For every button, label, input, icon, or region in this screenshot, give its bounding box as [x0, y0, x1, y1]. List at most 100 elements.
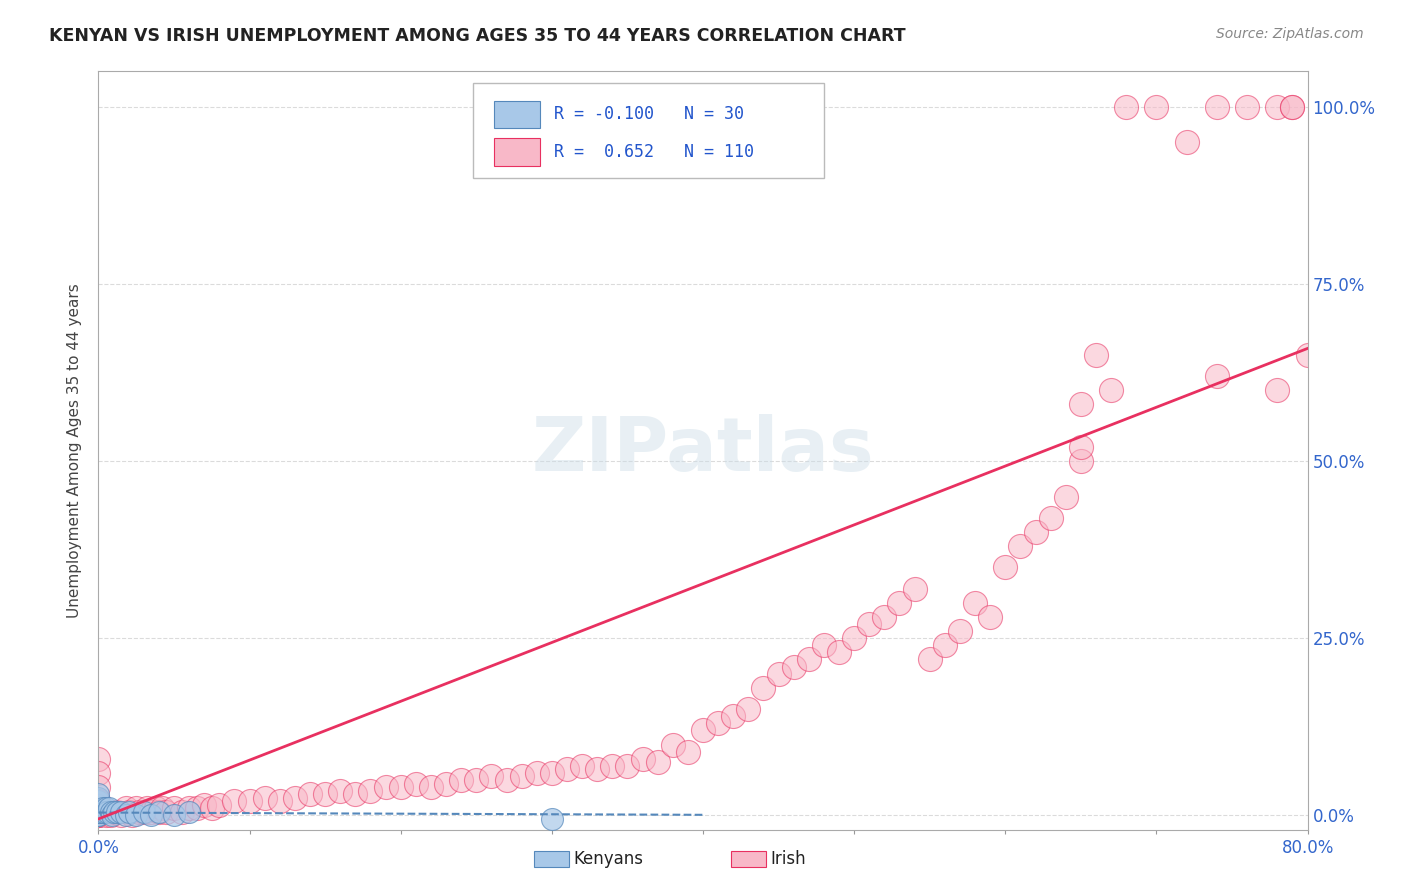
Point: [1039, 510, 1062, 524]
Point: [186, 801, 208, 815]
FancyBboxPatch shape: [494, 101, 540, 128]
Point: [87, 797, 110, 812]
Point: [148, 805, 170, 819]
Point: [299, 787, 322, 801]
Point: [110, 808, 132, 822]
Point: [100, 805, 122, 819]
Point: [965, 596, 987, 610]
Point: [105, 805, 128, 819]
Point: [91, 801, 114, 815]
Point: [540, 765, 562, 780]
Point: [121, 808, 143, 822]
Point: [949, 624, 972, 639]
Text: R =  0.652   N = 110: R = 0.652 N = 110: [554, 143, 754, 161]
Point: [87, 805, 110, 819]
Point: [87, 805, 110, 819]
FancyBboxPatch shape: [494, 138, 540, 166]
Point: [1070, 454, 1092, 468]
Point: [87, 801, 110, 815]
Point: [495, 772, 517, 787]
Point: [1024, 524, 1046, 539]
Point: [100, 808, 122, 822]
Point: [87, 752, 110, 766]
Point: [103, 805, 125, 819]
Point: [1236, 100, 1258, 114]
Point: [661, 738, 683, 752]
Text: KENYAN VS IRISH UNEMPLOYMENT AMONG AGES 35 TO 44 YEARS CORRELATION CHART: KENYAN VS IRISH UNEMPLOYMENT AMONG AGES …: [49, 27, 905, 45]
Point: [1144, 100, 1167, 114]
Point: [1070, 440, 1092, 454]
Point: [797, 652, 820, 666]
Text: R = -0.100   N = 30: R = -0.100 N = 30: [554, 105, 744, 123]
Point: [125, 801, 148, 815]
Point: [540, 812, 562, 826]
Point: [87, 801, 110, 815]
Y-axis label: Unemployment Among Ages 35 to 44 years: Unemployment Among Ages 35 to 44 years: [67, 283, 83, 618]
Point: [1175, 135, 1198, 149]
Point: [450, 772, 472, 787]
Point: [586, 762, 609, 776]
Point: [87, 790, 110, 805]
Point: [150, 801, 173, 815]
Point: [344, 787, 367, 801]
Point: [647, 756, 669, 770]
Point: [1115, 100, 1137, 114]
Text: Source: ZipAtlas.com: Source: ZipAtlas.com: [1216, 27, 1364, 41]
Point: [96, 805, 118, 819]
Point: [1281, 100, 1303, 114]
Point: [934, 638, 956, 652]
Point: [87, 808, 110, 822]
Point: [87, 805, 110, 819]
Point: [114, 808, 136, 822]
Point: [163, 801, 186, 815]
Point: [1267, 100, 1289, 114]
Point: [571, 759, 593, 773]
Point: [98, 801, 121, 815]
Point: [1267, 383, 1289, 397]
Point: [110, 805, 132, 819]
Point: [87, 801, 110, 815]
Point: [128, 805, 150, 819]
Point: [141, 808, 163, 822]
Point: [239, 794, 262, 808]
Point: [707, 716, 730, 731]
Point: [994, 560, 1017, 574]
Point: [374, 780, 396, 794]
Point: [179, 801, 201, 815]
Point: [135, 801, 157, 815]
Point: [1206, 369, 1229, 384]
Point: [737, 702, 759, 716]
Point: [118, 805, 141, 819]
Point: [616, 759, 638, 773]
Point: [481, 769, 503, 783]
Point: [87, 765, 110, 780]
Point: [87, 794, 110, 808]
Point: [405, 776, 427, 790]
FancyBboxPatch shape: [474, 83, 824, 178]
Point: [179, 805, 201, 819]
Point: [904, 582, 927, 596]
Point: [1070, 397, 1092, 411]
Point: [103, 805, 125, 819]
Point: [87, 801, 110, 815]
Point: [360, 783, 382, 797]
Point: [768, 666, 790, 681]
Point: [1296, 348, 1319, 362]
Point: [510, 769, 533, 783]
Point: [224, 794, 246, 808]
Point: [105, 805, 128, 819]
Point: [813, 638, 835, 652]
Point: [918, 652, 941, 666]
Point: [752, 681, 775, 695]
Point: [101, 808, 124, 822]
Point: [269, 794, 291, 808]
Point: [465, 772, 488, 787]
Point: [193, 797, 215, 812]
Point: [329, 783, 352, 797]
Point: [692, 723, 714, 738]
Point: [284, 790, 307, 805]
Text: ZIPatlas: ZIPatlas: [531, 414, 875, 487]
Point: [526, 765, 548, 780]
Point: [94, 808, 117, 822]
Point: [87, 808, 110, 822]
